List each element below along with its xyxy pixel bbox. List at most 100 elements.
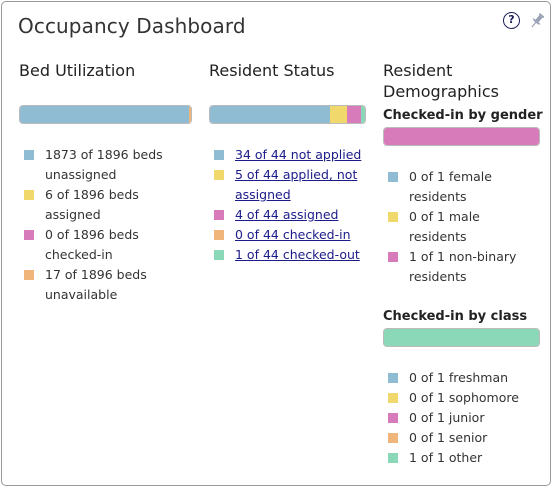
color-swatch	[214, 250, 224, 260]
bed-legend-text-line1: 0 of 1896 beds	[45, 227, 139, 242]
status-legend-link[interactable]: 5 of 44 applied, not assigned	[235, 167, 357, 202]
class-bar-segment	[384, 329, 539, 346]
resident-status-heading: Resident Status	[209, 61, 335, 80]
bed-legend-label: 0 of 1896 beds checked-in	[45, 227, 139, 262]
color-swatch	[388, 373, 398, 383]
color-swatch	[388, 393, 398, 403]
color-swatch	[24, 150, 34, 160]
color-swatch	[388, 172, 398, 182]
gender-legend-item: 0 of 1 male residents	[383, 207, 543, 247]
gender-legend-text-line2: residents	[409, 189, 467, 204]
gender-legend-text-line1: 0 of 1 male	[409, 209, 480, 224]
color-swatch	[214, 230, 224, 240]
status-legend-text-line1: 0 of 44 checked-in	[235, 227, 351, 242]
gender-bar-segment	[384, 128, 539, 145]
gender-legend-text-line2: residents	[409, 229, 467, 244]
class-legend-item: 0 of 1 senior	[383, 428, 543, 448]
bed-legend-text-line2: unassigned	[45, 167, 117, 182]
color-swatch	[24, 190, 34, 200]
class-bar	[383, 328, 540, 347]
bed-legend-item: 1873 of 1896 beds unassigned	[19, 145, 189, 185]
status-legend-link[interactable]: 0 of 44 checked-in	[235, 227, 351, 242]
gender-legend: 0 of 1 female residents 0 of 1 male residen…	[383, 167, 543, 287]
class-legend-label: 0 of 1 senior	[409, 430, 487, 445]
class-legend-text-line1: 0 of 1 sophomore	[409, 390, 519, 405]
bed-legend-text-line2: assigned	[45, 207, 101, 222]
class-legend-label: 1 of 1 other	[409, 450, 482, 465]
status-legend-text-line1: 4 of 44 assigned	[235, 207, 339, 222]
class-legend-item: 0 of 1 sophomore	[383, 388, 543, 408]
gender-legend-item: 0 of 1 female residents	[383, 167, 543, 207]
color-swatch	[214, 170, 224, 180]
class-legend: 0 of 1 freshman 0 of 1 sophomore 0 of 1 ju…	[383, 368, 543, 468]
bed-utilization-heading: Bed Utilization	[19, 61, 136, 80]
color-swatch	[388, 433, 398, 443]
class-legend-text-line1: 0 of 1 freshman	[409, 370, 509, 385]
gender-legend-label: 1 of 1 non-binary residents	[409, 249, 516, 284]
resident-status-bar-segment	[210, 106, 330, 123]
status-legend-text-line1: 1 of 44 checked-out	[235, 247, 360, 262]
bed-legend-text-line1: 17 of 1896 beds	[45, 267, 147, 282]
bed-utilization-bar-segment	[188, 106, 190, 123]
class-legend-label: 0 of 1 sophomore	[409, 390, 519, 405]
color-swatch	[388, 252, 398, 262]
gender-legend-text-line2: residents	[409, 269, 467, 284]
class-legend-label: 0 of 1 junior	[409, 410, 484, 425]
resident-status-bar-segment	[329, 106, 348, 123]
status-legend-text-line1: 5 of 44 applied, not	[235, 167, 358, 182]
class-legend-item: 0 of 1 junior	[383, 408, 543, 428]
status-legend-link[interactable]: 4 of 44 assigned	[235, 207, 338, 222]
color-swatch	[24, 270, 34, 280]
gender-bar	[383, 127, 540, 146]
color-swatch	[214, 150, 224, 160]
bed-legend-text-line1: 1873 of 1896 beds	[45, 147, 163, 162]
resident-status-bar-segment	[361, 106, 365, 123]
status-legend-link[interactable]: 1 of 44 checked-out	[235, 247, 360, 262]
status-legend-text-line2: assigned	[235, 187, 291, 202]
status-legend-item[interactable]: 1 of 44 checked-out	[209, 245, 374, 265]
question-circle-icon[interactable]: ?	[503, 12, 520, 29]
bed-utilization-bar	[19, 105, 192, 124]
color-swatch	[388, 453, 398, 463]
dashboard-title: Occupancy Dashboard	[18, 14, 246, 38]
resident-status-bar-segment	[347, 106, 362, 123]
color-swatch	[388, 413, 398, 423]
bed-legend-text-line2: checked-in	[45, 247, 113, 262]
bed-legend-label: 6 of 1896 beds assigned	[45, 187, 139, 222]
class-legend-text-line1: 0 of 1 junior	[409, 410, 485, 425]
color-swatch	[24, 230, 34, 240]
bed-legend-item: 17 of 1896 beds unavailable	[19, 265, 189, 305]
bed-legend-label: 1873 of 1896 beds unassigned	[45, 147, 163, 182]
status-legend-item[interactable]: 34 of 44 not applied	[209, 145, 374, 165]
gender-legend-label: 0 of 1 male residents	[409, 209, 480, 244]
gender-legend-item: 1 of 1 non-binary residents	[383, 247, 543, 287]
bed-utilization-bar-segment	[20, 106, 189, 123]
gender-legend-text-line1: 1 of 1 non-binary	[409, 249, 517, 264]
class-legend-item: 1 of 1 other	[383, 448, 543, 468]
gender-legend-text-line1: 0 of 1 female	[409, 169, 492, 184]
bed-legend-text-line1: 6 of 1896 beds	[45, 187, 139, 202]
status-legend-item[interactable]: 4 of 44 assigned	[209, 205, 374, 225]
demographics-heading: Resident Demographics	[383, 60, 499, 102]
status-legend-text-line1: 34 of 44 not applied	[235, 147, 362, 162]
demographics-heading-line1: Resident	[383, 61, 453, 80]
class-legend-label: 0 of 1 freshman	[409, 370, 508, 385]
bed-legend-text-line2: unavailable	[45, 287, 118, 302]
class-legend-item: 0 of 1 freshman	[383, 368, 543, 388]
color-swatch	[388, 212, 398, 222]
class-legend-text-line1: 1 of 1 other	[409, 450, 483, 465]
status-legend-item[interactable]: 5 of 44 applied, not assigned	[209, 165, 374, 205]
pin-icon[interactable]	[529, 12, 545, 30]
bed-utilization-bar-segment	[189, 106, 191, 123]
resident-status-legend: 34 of 44 not applied 5 of 44 applied, not…	[209, 145, 374, 265]
gender-subheading: Checked-in by gender	[383, 108, 543, 123]
bed-legend-label: 17 of 1896 beds unavailable	[45, 267, 147, 302]
status-legend-item[interactable]: 0 of 44 checked-in	[209, 225, 374, 245]
demographics-heading-line2: Demographics	[383, 82, 499, 101]
color-swatch	[214, 210, 224, 220]
bed-utilization-legend: 1873 of 1896 beds unassigned 6 of 1896 bed…	[19, 145, 189, 305]
gender-legend-label: 0 of 1 female residents	[409, 169, 492, 204]
status-legend-link[interactable]: 34 of 44 not applied	[235, 147, 361, 162]
resident-status-bar	[209, 105, 366, 124]
